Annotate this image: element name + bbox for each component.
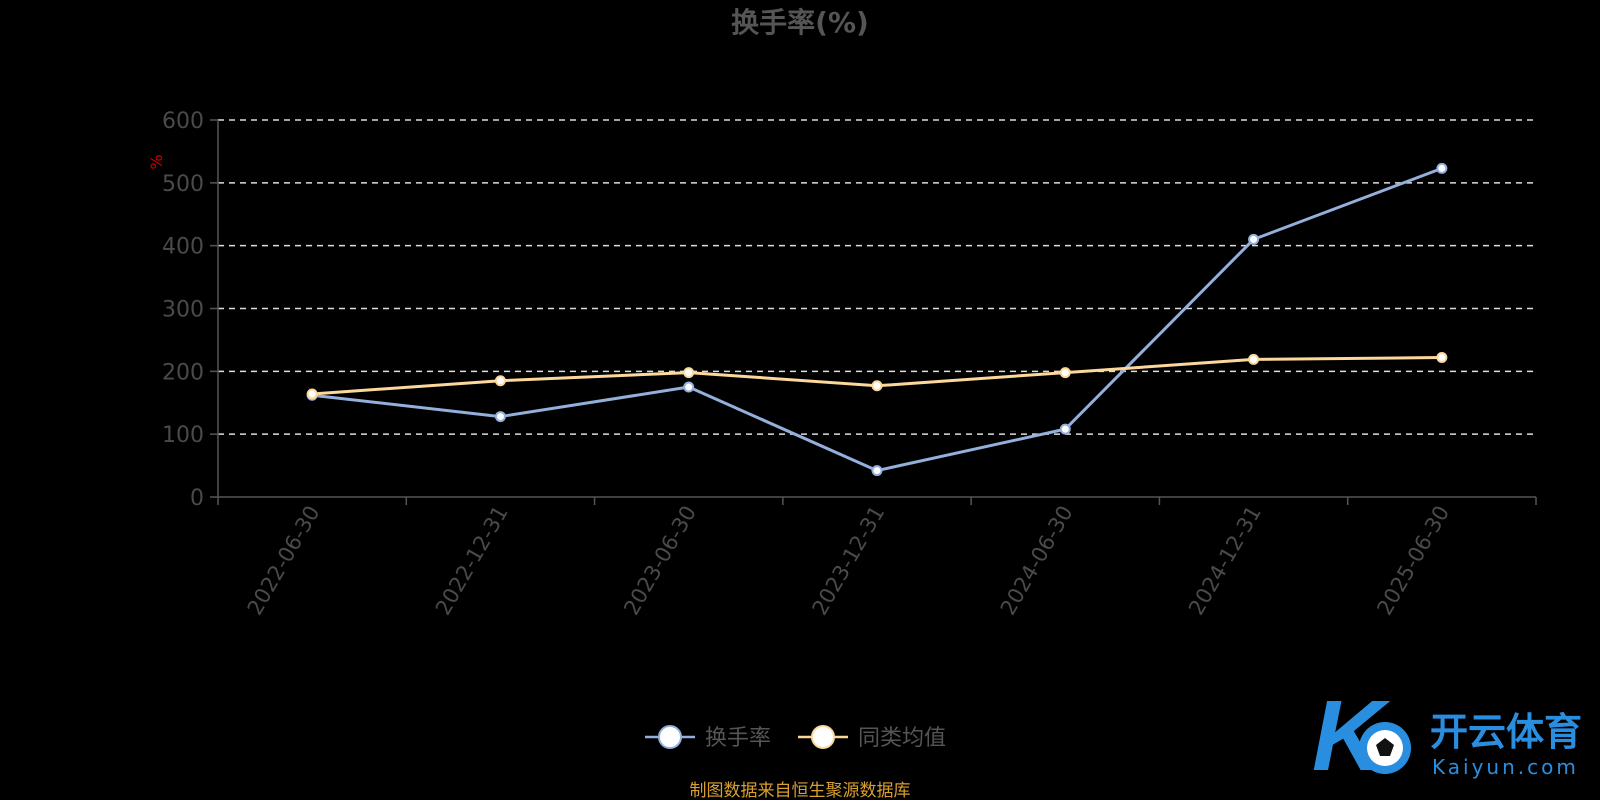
y-tick-label: 200 [162, 360, 204, 385]
watermark-logo-icon: K [1312, 680, 1411, 792]
data-point[interactable] [1248, 233, 1260, 245]
chart-title: 换手率(%) [731, 6, 869, 39]
legend-label: 换手率 [705, 726, 771, 751]
series [306, 162, 1448, 477]
legend-marker [658, 725, 682, 749]
y-tick-label: 0 [190, 486, 204, 511]
x-tick-label: 2023-06-30 [619, 502, 701, 620]
data-point[interactable] [683, 367, 695, 379]
source-note: 制图数据来自恒生聚源数据库 [690, 781, 911, 800]
x-tick-label: 2024-12-31 [1184, 502, 1266, 620]
data-point[interactable] [871, 380, 883, 392]
y-tick-label: 400 [162, 235, 204, 260]
y-axis-unit: % [147, 154, 166, 169]
series-2 [306, 352, 1448, 400]
legend-item-2[interactable]: 同类均值 [798, 725, 946, 751]
data-point[interactable] [683, 381, 695, 393]
data-point[interactable] [1059, 367, 1071, 379]
data-point[interactable] [1436, 352, 1448, 364]
series-line [311, 166, 1443, 473]
data-point[interactable] [306, 388, 318, 400]
data-point[interactable] [1059, 423, 1071, 435]
y-tick-label: 600 [162, 109, 204, 134]
legend-item-1[interactable]: 换手率 [645, 725, 771, 751]
data-point[interactable] [871, 465, 883, 477]
data-point[interactable] [1248, 353, 1260, 365]
y-tick-label: 300 [162, 298, 204, 323]
axes: 0 100 200 300 400 500 600 2022-06-30 2022-12-31 2… [162, 109, 1537, 620]
legend-marker [811, 725, 835, 749]
watermark: K 开云体育 Kaiyun.com [1312, 680, 1582, 792]
data-point[interactable] [1436, 162, 1448, 174]
legend-label: 同类均值 [858, 726, 946, 751]
watermark-sub: Kaiyun.com [1432, 755, 1579, 779]
y-tick-label: 500 [162, 172, 204, 197]
series-1 [306, 162, 1448, 477]
x-tick-label: 2024-06-30 [996, 502, 1078, 620]
x-tick-label: 2022-12-31 [431, 502, 513, 620]
x-tick-label: 2022-06-30 [243, 502, 325, 620]
data-point[interactable] [494, 375, 506, 387]
x-tick-label: 2023-12-31 [808, 502, 890, 620]
watermark-text: 开云体育 [1430, 710, 1582, 754]
x-tick-label: 2025-06-30 [1372, 502, 1454, 620]
legend[interactable]: 换手率 同类均值 [645, 725, 946, 751]
y-tick-label: 100 [162, 423, 204, 448]
data-point[interactable] [494, 411, 506, 423]
